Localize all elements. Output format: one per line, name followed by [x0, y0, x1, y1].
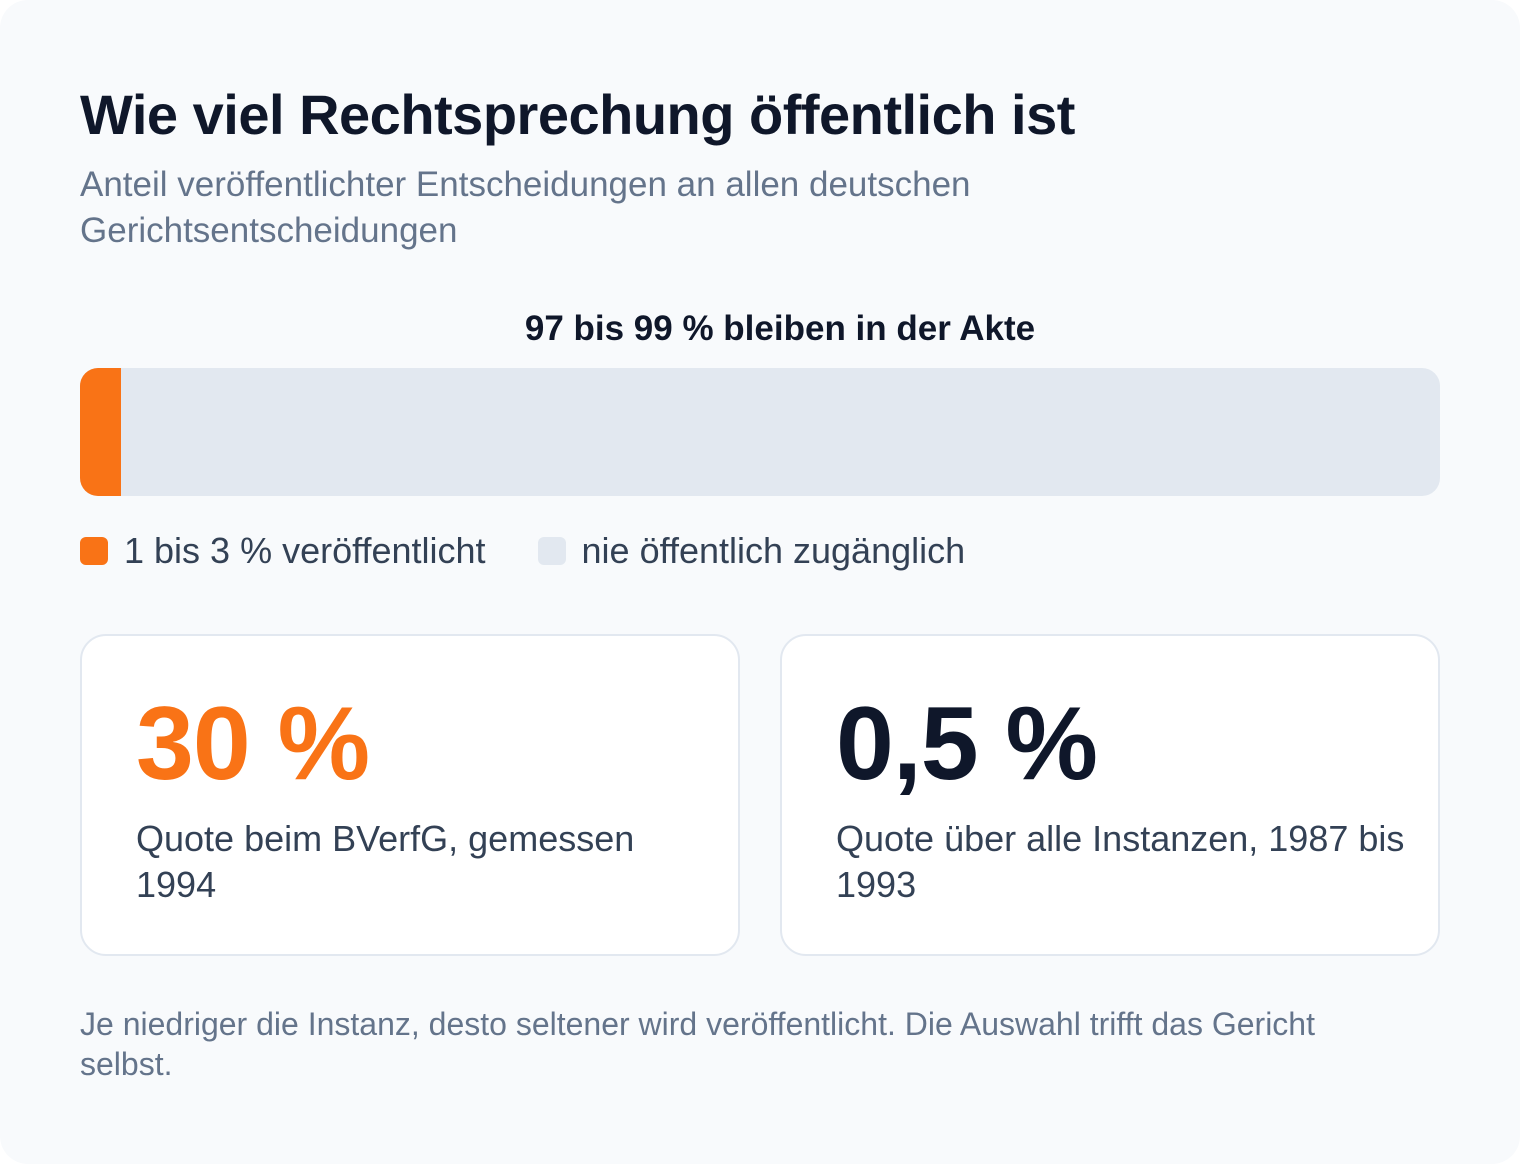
legend-item-published: 1 bis 3 % veröffentlicht	[80, 528, 486, 574]
bar-segment-published	[80, 368, 121, 496]
legend-label-published: 1 bis 3 % veröffentlicht	[124, 530, 486, 571]
stat-card-all-instances: 0,5 % Quote über alle Instanzen, 1987 bi…	[780, 634, 1440, 956]
legend-item-unpublished: nie öffentlich zugänglich	[537, 528, 966, 574]
stat-description-bverfg: Quote beim BVerfG, gemessen 1994	[136, 818, 635, 905]
legend-label-unpublished: nie öffentlich zugänglich	[581, 530, 966, 571]
footnote: Je niedriger die Instanz, desto seltener…	[80, 1006, 1315, 1082]
stat-value-all-instances: 0,5 %	[836, 686, 1098, 802]
bar-annotation: 97 bis 99 % bleiben in der Akte	[524, 309, 1036, 348]
stacked-bar-track	[80, 368, 1440, 496]
chart-legend: 1 bis 3 % veröffentlicht nie öffentlich …	[80, 528, 1017, 574]
chart-subtitle: Anteil veröffentlichter Entscheidungen a…	[80, 165, 971, 250]
stat-description-all-instances: Quote über alle Instanzen, 1987 bis 1993	[836, 818, 1405, 905]
stat-value-bverfg: 30 %	[136, 686, 370, 802]
stat-card-bverfg: 30 % Quote beim BVerfG, gemessen 1994	[80, 634, 740, 956]
legend-swatch-unpublished	[537, 537, 566, 565]
chart-title: Wie viel Rechtsprechung öffentlich ist	[80, 83, 1075, 146]
legend-swatch-published	[80, 537, 108, 565]
